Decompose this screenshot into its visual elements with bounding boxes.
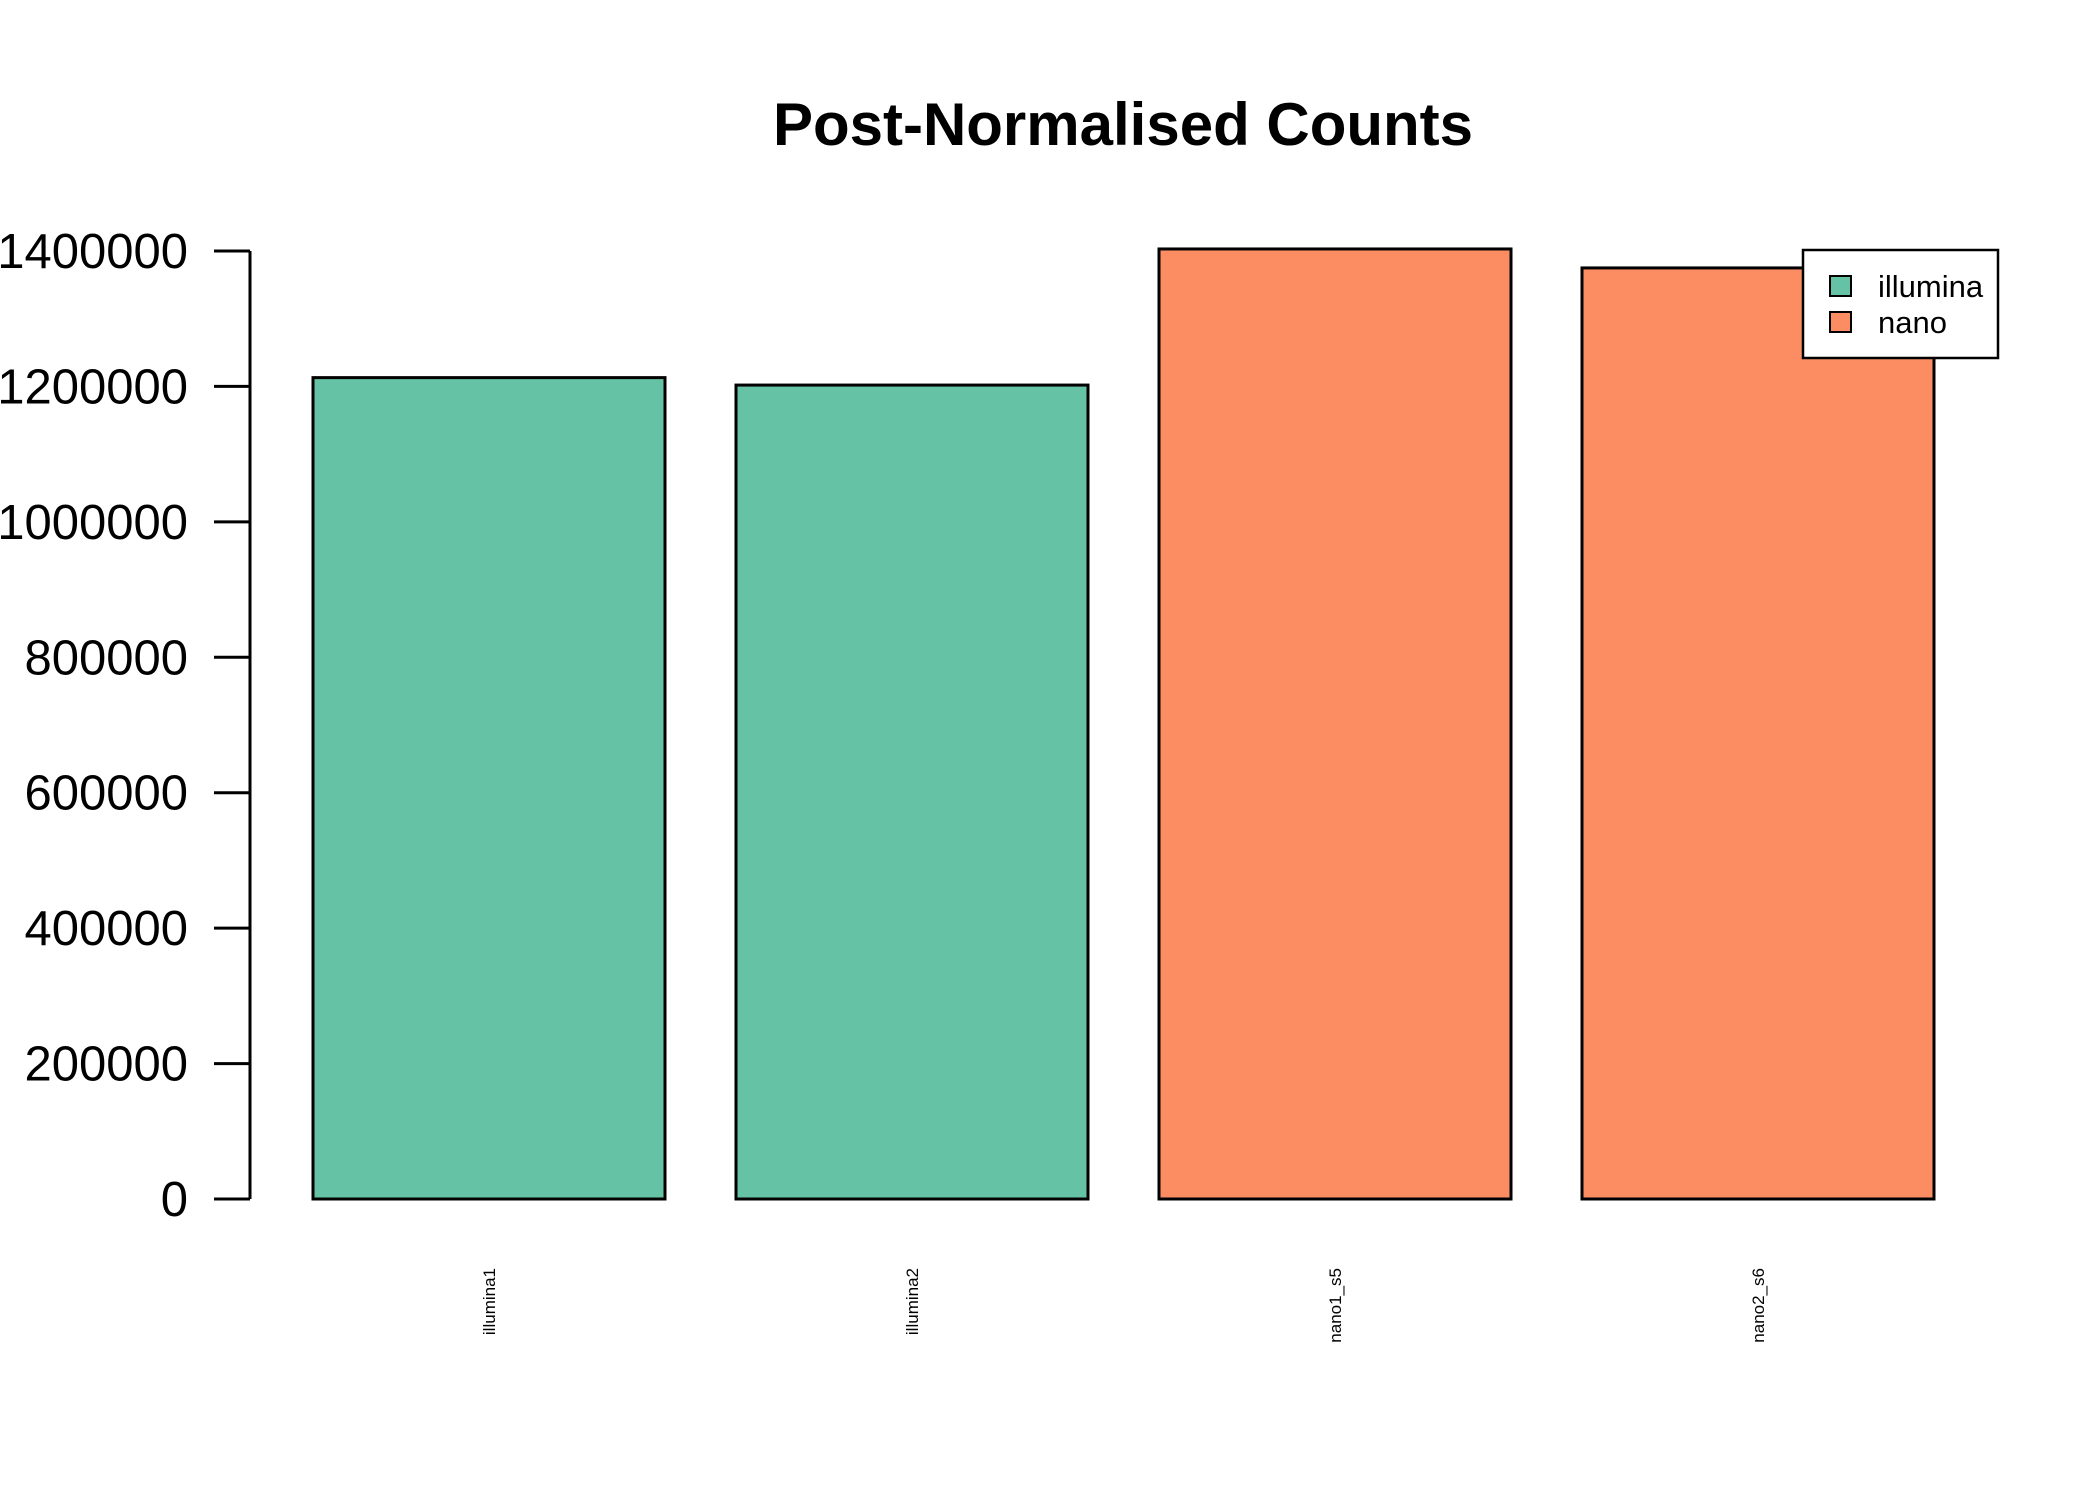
y-axis: 0 200000 400000 600000 800000 1000000 1200000 1… — [0, 225, 252, 1227]
x-tick-label: illumina1 — [480, 1268, 499, 1335]
x-tick-label: illumina2 — [903, 1268, 922, 1335]
bar-nano1_s5 — [1157, 247, 1513, 1201]
bar-illumina2 — [734, 383, 1090, 1201]
bar-illumina1 — [311, 376, 667, 1201]
y-tick-label: 400000 — [24, 902, 188, 956]
y-tick-label: 0 — [161, 1173, 188, 1227]
y-tick-label: 800000 — [24, 631, 188, 685]
x-axis-labels: illumina1 illumina2 nano1_s5 nano2_s6 — [480, 1268, 1768, 1343]
bars — [311, 247, 1936, 1201]
legend-swatch-nano — [1829, 311, 1852, 333]
legend-box — [1801, 248, 2000, 360]
x-tick-label: nano1_s5 — [1326, 1268, 1345, 1343]
chart-title: Post-Normalised Counts — [773, 91, 1473, 158]
legend-swatch-illumina — [1829, 275, 1852, 297]
legend-label: nano — [1878, 305, 1947, 340]
bar-nano2_s6 — [1580, 266, 1936, 1201]
y-tick-label: 200000 — [24, 1038, 188, 1092]
y-tick-label: 1400000 — [0, 225, 188, 279]
y-tick-label: 600000 — [24, 767, 188, 821]
y-tick-label: 1200000 — [0, 360, 188, 414]
y-tick-label: 1000000 — [0, 496, 188, 550]
legend-label: illumina — [1878, 269, 1984, 304]
x-tick-label: nano2_s6 — [1749, 1268, 1768, 1343]
